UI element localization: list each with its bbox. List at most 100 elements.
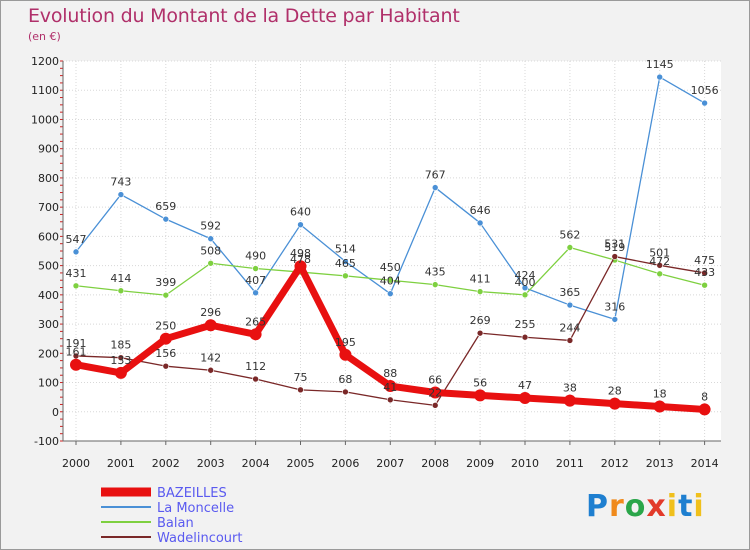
data-label: 767 <box>425 169 446 182</box>
y-tick-label: 0 <box>52 406 59 419</box>
x-tick-label: 2007 <box>376 457 404 470</box>
y-tick-label: 500 <box>38 260 59 273</box>
x-tick-label: 2014 <box>691 457 719 470</box>
data-point <box>476 329 484 337</box>
y-tick-label: 1100 <box>31 84 59 97</box>
data-point <box>656 262 664 269</box>
legend-label: Wadelincourt <box>157 531 242 546</box>
data-point <box>476 219 484 227</box>
legend-label: Balan <box>157 516 194 531</box>
data-label: 195 <box>335 336 356 349</box>
y-tick-label: 1200 <box>31 55 59 68</box>
data-point <box>159 332 172 345</box>
data-label: 244 <box>559 321 580 334</box>
data-point <box>249 328 262 341</box>
data-point <box>566 301 574 309</box>
x-tick-label: 2013 <box>646 457 674 470</box>
data-label: 41 <box>383 381 397 394</box>
data-label: 508 <box>200 244 221 257</box>
data-point <box>297 386 304 394</box>
data-label: 407 <box>245 274 266 287</box>
data-point <box>701 281 708 289</box>
data-point <box>431 281 439 288</box>
data-label: 592 <box>200 220 221 233</box>
data-label: 296 <box>200 306 221 319</box>
data-label: 475 <box>694 254 715 267</box>
data-label: 431 <box>66 267 87 280</box>
data-point <box>431 184 439 191</box>
data-label: 743 <box>110 176 131 189</box>
data-point <box>252 289 259 297</box>
data-point <box>252 375 259 383</box>
data-label: 68 <box>338 373 352 386</box>
data-label: 411 <box>470 273 491 286</box>
data-label: 88 <box>383 367 397 380</box>
data-point <box>431 402 439 409</box>
data-point <box>114 366 127 379</box>
data-point <box>656 73 664 81</box>
data-label: 75 <box>294 371 308 384</box>
x-tick-label: 2002 <box>152 457 180 470</box>
data-label: 531 <box>604 238 625 251</box>
data-label: 250 <box>155 320 176 333</box>
data-label: 547 <box>66 233 87 246</box>
data-point <box>252 265 259 272</box>
data-label: 28 <box>608 385 622 398</box>
x-tick-label: 2012 <box>601 457 629 470</box>
data-label: 133 <box>110 354 131 367</box>
y-tick-label: 600 <box>38 230 59 243</box>
data-label: 38 <box>563 382 577 395</box>
data-point <box>611 316 619 323</box>
data-label: 435 <box>425 266 446 279</box>
data-point <box>70 358 82 371</box>
data-point <box>207 366 214 374</box>
data-label: 646 <box>470 204 491 217</box>
data-label: 404 <box>380 275 401 288</box>
data-label: 640 <box>290 206 311 219</box>
data-point <box>342 272 349 280</box>
data-label: 501 <box>649 246 670 259</box>
data-label: 8 <box>701 390 708 403</box>
data-label: 400 <box>515 276 536 289</box>
data-label: 112 <box>245 360 266 373</box>
data-label: 1145 <box>646 58 674 71</box>
data-label: 161 <box>66 346 87 359</box>
data-point <box>701 99 708 107</box>
x-tick-label: 2010 <box>511 457 539 470</box>
chart-title: Evolution du Montant de la Dette par Hab… <box>28 5 460 27</box>
data-label: 265 <box>245 315 266 328</box>
x-tick-label: 2003 <box>197 457 225 470</box>
data-point <box>72 282 80 290</box>
data-point <box>297 221 304 228</box>
data-label: 191 <box>66 337 87 350</box>
data-point <box>521 284 529 292</box>
data-point <box>117 354 125 361</box>
y-tick-label: -100 <box>34 435 59 448</box>
y-tick-label: 700 <box>38 201 59 214</box>
data-label: 47 <box>518 379 532 392</box>
data-point <box>386 290 394 297</box>
data-label: 472 <box>649 255 670 268</box>
y-tick-label: 100 <box>38 377 59 390</box>
chart-subtitle: (en €) <box>28 30 61 43</box>
data-point <box>386 276 394 284</box>
data-point <box>117 287 125 295</box>
data-point <box>162 362 170 370</box>
data-point <box>429 386 442 399</box>
data-point <box>563 394 576 407</box>
data-point <box>294 260 307 273</box>
data-point <box>611 253 619 260</box>
y-tick-label: 800 <box>38 172 59 185</box>
data-point <box>566 337 574 344</box>
data-point <box>653 400 666 413</box>
data-point <box>162 215 170 223</box>
data-label: 269 <box>470 314 491 327</box>
data-label: 399 <box>155 276 176 289</box>
data-label: 478 <box>290 253 311 266</box>
data-point <box>117 191 125 198</box>
data-point <box>521 333 529 341</box>
data-label: 450 <box>380 261 401 274</box>
data-label: 465 <box>335 257 356 270</box>
data-point <box>342 258 349 265</box>
